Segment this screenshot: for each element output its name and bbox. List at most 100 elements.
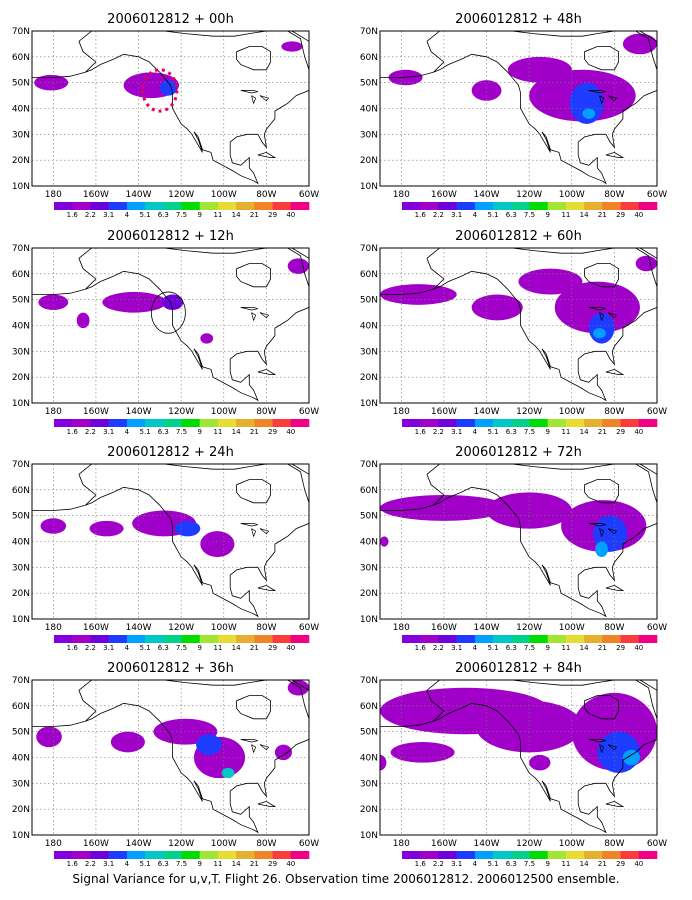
colorbar-label: 4 (125, 644, 130, 652)
colorbar-label: 1.6 (415, 211, 427, 219)
colorbar-swatch (272, 419, 292, 427)
colorbar-label: 2.2 (85, 644, 96, 652)
lake-outline (607, 95, 618, 102)
lake-outline (599, 312, 605, 322)
coastline (236, 695, 272, 720)
panel-frame (379, 463, 658, 620)
colorbar-swatch (402, 851, 421, 859)
colorbar-swatch (547, 202, 567, 210)
x-tick-label: 120W (516, 190, 542, 200)
colorbar-swatch (90, 202, 109, 210)
y-tick-label: 70N (360, 460, 378, 470)
colorbar-swatch (90, 851, 109, 859)
y-tick-label: 10N (360, 399, 378, 409)
colorbar-label: 21 (598, 644, 607, 652)
colorbar-swatch (72, 419, 91, 427)
colorbar-swatch (529, 635, 549, 643)
lake-outline (607, 312, 618, 319)
colorbar-swatch (529, 419, 549, 427)
x-tick-label: 100W (211, 407, 237, 417)
lake-outline (259, 312, 270, 319)
variance-blob (471, 80, 502, 101)
colorbar-label: 3.1 (103, 428, 114, 436)
panel-frame (379, 247, 658, 404)
colorbar-swatch (254, 635, 273, 643)
colorbar-swatch (126, 202, 146, 210)
lake-outline (588, 90, 607, 94)
forecast-panel: 2006012812 + 60h 10N 20N 30N 40N 50N 60N 70N 180… (360, 229, 667, 436)
panel-frame (379, 679, 658, 836)
variance-blob (588, 312, 615, 344)
x-tick-label: 160W (431, 190, 457, 200)
y-tick-label: 50N (360, 296, 378, 306)
y-tick-label: 40N (360, 538, 378, 548)
x-tick-label: 160W (83, 839, 109, 849)
colorbar-swatch (290, 202, 310, 210)
colorbar-swatch (181, 419, 201, 427)
coastline (605, 800, 625, 807)
colorbar-swatch (438, 419, 457, 427)
lake-outline (599, 528, 605, 538)
colorbar-label: 1.6 (415, 644, 427, 652)
x-tick-label: 80W (256, 190, 276, 200)
x-tick-label: 180 (45, 407, 62, 417)
colorbar-swatch (511, 419, 530, 427)
y-tick-label: 70N (360, 27, 378, 37)
colorbar-label: 29 (616, 644, 625, 652)
colorbar-label: 1.6 (415, 428, 427, 436)
y-tick-label: 20N (360, 373, 378, 383)
variance-blob (200, 333, 214, 344)
colorbar-swatch (493, 635, 512, 643)
variance-blob (486, 492, 572, 529)
colorbar-swatch (236, 635, 255, 643)
colorbar-label: 4 (473, 644, 478, 652)
colorbar-label: 6.3 (158, 644, 169, 652)
colorbar-label: 2.2 (433, 428, 444, 436)
colorbar-label: 40 (286, 211, 295, 219)
x-tick-label: 80W (256, 407, 276, 417)
colorbar-swatch (181, 202, 201, 210)
lake-outline (259, 528, 270, 535)
colorbar-label: 5.1 (140, 211, 151, 219)
colorbar-label: 5.1 (140, 860, 151, 868)
y-tick-label: 70N (360, 676, 378, 686)
y-tick-label: 50N (360, 79, 378, 89)
y-tick-label: 20N (12, 589, 30, 599)
colorbar-swatch (565, 851, 585, 859)
y-tick-label: 70N (12, 460, 30, 470)
colorbar-swatch (145, 851, 164, 859)
colorbar-label: 6.3 (506, 428, 517, 436)
variance-blob (281, 41, 303, 52)
colorbar-label: 11 (213, 860, 222, 868)
colorbar-swatch (108, 202, 128, 210)
y-tick-label: 40N (360, 754, 378, 764)
colorbar-label: 21 (250, 860, 259, 868)
colorbar-label: 5.1 (488, 860, 499, 868)
y-tick-label: 30N (12, 130, 30, 140)
colorbar-swatch (438, 202, 457, 210)
panel-map-area (32, 248, 309, 403)
lake-outline (588, 739, 607, 743)
colorbar-swatch (236, 851, 255, 859)
y-tick-label: 50N (360, 728, 378, 738)
variance-blob (635, 255, 657, 272)
lake-outline (607, 744, 618, 751)
colorbar-swatch (290, 419, 310, 427)
coastline (236, 46, 272, 71)
colorbar-swatch (565, 202, 585, 210)
colorbar-swatch (638, 635, 658, 643)
variance-blob (380, 754, 387, 771)
coastline (257, 368, 277, 376)
panel-title: 2006012812 + 12h (107, 229, 234, 244)
colorbar-label: 14 (232, 860, 241, 868)
coastline (584, 263, 619, 288)
x-tick-label: 120W (516, 407, 542, 417)
y-tick-label: 30N (360, 347, 378, 357)
colorbar-swatch (181, 851, 201, 859)
variance-blob (471, 294, 523, 321)
colorbar-label: 7.5 (176, 644, 187, 652)
colorbar-label: 6.3 (158, 428, 169, 436)
y-tick-label: 10N (360, 831, 378, 841)
colorbar-swatch (90, 635, 109, 643)
colorbar-swatch (54, 202, 73, 210)
